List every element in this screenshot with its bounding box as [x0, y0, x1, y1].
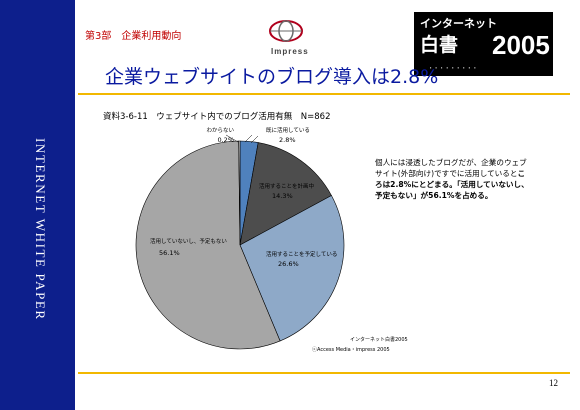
- book-logo-title: インターネット: [420, 18, 497, 30]
- slice-value-label: 14.3%: [272, 192, 293, 200]
- slice-label: わからない: [206, 127, 234, 134]
- chart-title: 資料3-6-11 ウェブサイト内でのブログ活用有無 N=862: [103, 112, 331, 122]
- page-number: 12: [549, 378, 558, 388]
- slide-title: 企業ウェブサイトのブログ導入は2.8%: [105, 66, 439, 88]
- impress-logo-text: Impress: [271, 47, 309, 56]
- slice-label: 活用していないし、予定もない: [150, 237, 227, 245]
- slice-value-label: 56.1%: [159, 249, 180, 257]
- leader-line: [225, 134, 239, 143]
- book-logo-year: 2005: [492, 30, 550, 60]
- book-logo-hakusho: 白書: [420, 35, 459, 56]
- commentary-note: 個人には浸透したブログだが、企業のウェブサイト(外部向け)ですでに活用していると…: [375, 157, 530, 201]
- pie-slice: [135, 140, 281, 350]
- slice-value-label: 0.2%: [217, 136, 234, 144]
- leader-line: [244, 134, 253, 143]
- leader-line: [250, 135, 259, 144]
- slice-label: 活用することを予定している: [266, 250, 337, 258]
- footer-divider: [78, 372, 570, 374]
- pie-slice: [239, 195, 345, 342]
- white-paper-logo: インターネット 白書 2005 ▪ ▪ ▪ ▪ ▪ ▪ ▪ ▪ ▪: [414, 12, 553, 76]
- sidebar-title: INTERNET WHITE PAPER: [33, 138, 48, 321]
- source-line2: ⓒAccess Media・impress 2005: [312, 347, 390, 353]
- book-logo-tagline: ▪ ▪ ▪ ▪ ▪ ▪ ▪ ▪ ▪: [430, 65, 478, 70]
- impress-logo-icon: [269, 20, 303, 42]
- slice-label: 既に活用している: [266, 126, 310, 134]
- title-divider: [78, 93, 570, 95]
- slice-value-label: 2.8%: [279, 136, 296, 144]
- section-label: 第3部 企業利用動向: [85, 31, 182, 42]
- source-line1: インターネット白書2005: [350, 337, 408, 343]
- sidebar: INTERNET WHITE PAPER: [0, 0, 75, 410]
- slice-value-label: 26.6%: [278, 260, 299, 268]
- commentary-part2: ころは2.8%にとどまる。「活用していないし、予定もない」が56.1%を占める。: [375, 169, 529, 200]
- commentary-part1: 個人には浸透したブログだが、企業のウェブサイト(外部向け)ですでに活用していると: [375, 158, 527, 178]
- pie-slice: [239, 142, 332, 246]
- pie-slice: [238, 140, 241, 246]
- slice-label: 活用することを計画中: [259, 182, 314, 190]
